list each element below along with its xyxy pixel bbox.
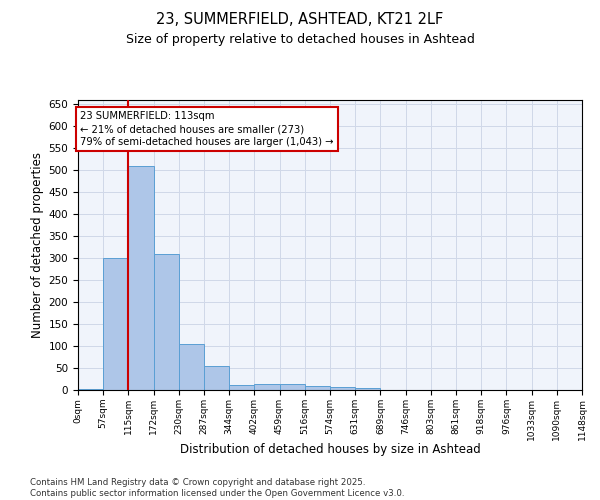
Bar <box>229 384 254 390</box>
Bar <box>78 388 103 390</box>
Text: Contains HM Land Registry data © Crown copyright and database right 2025.
Contai: Contains HM Land Registry data © Crown c… <box>30 478 404 498</box>
Bar <box>154 254 179 390</box>
X-axis label: Distribution of detached houses by size in Ashtead: Distribution of detached houses by size … <box>179 442 481 456</box>
Text: 23 SUMMERFIELD: 113sqm
← 21% of detached houses are smaller (273)
79% of semi-de: 23 SUMMERFIELD: 113sqm ← 21% of detached… <box>80 111 334 148</box>
Bar <box>254 384 280 390</box>
Bar <box>280 384 305 390</box>
Bar <box>128 166 154 390</box>
Text: 23, SUMMERFIELD, ASHTEAD, KT21 2LF: 23, SUMMERFIELD, ASHTEAD, KT21 2LF <box>157 12 443 28</box>
Bar <box>204 366 229 390</box>
Y-axis label: Number of detached properties: Number of detached properties <box>31 152 44 338</box>
Bar <box>330 387 355 390</box>
Bar <box>103 258 128 390</box>
Text: Size of property relative to detached houses in Ashtead: Size of property relative to detached ho… <box>125 32 475 46</box>
Bar <box>355 388 380 390</box>
Bar <box>305 386 329 390</box>
Bar <box>179 344 204 390</box>
